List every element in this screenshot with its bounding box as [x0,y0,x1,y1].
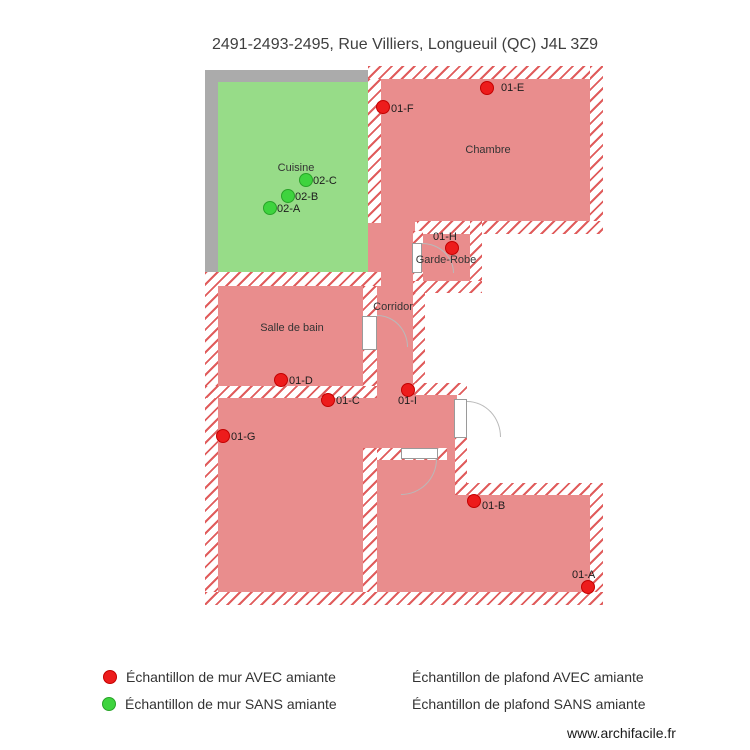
sample-dot-01I [401,383,415,397]
legend-plafond-sans: Échantillon de plafond SANS amiante [412,696,646,712]
wall-garde-robe-left-bottom [413,272,423,283]
door-entry-swing-arc [467,401,501,437]
wall-mid-vertical [363,448,377,592]
sample-label-01E: 01-E [501,82,525,94]
wall-right-upper [590,66,603,234]
room-label-garde-robe: Garde-Robe [415,254,477,266]
legend-red-dot-icon [103,670,117,684]
room-label-chambre: Chambre [465,144,511,156]
room-label-cuisine: Cuisine [277,162,315,174]
sample-dot-01C [321,393,335,407]
room-lower-left-area [218,396,363,592]
sample-dot-01H [445,241,459,255]
sample-dot-01D [274,373,288,387]
sample-dot-02C [299,173,313,187]
wall-garde-robe-right [470,221,482,293]
sample-label-01I: 01-I [398,395,417,407]
room-label-salle-de-bain: Salle de bain [260,322,324,334]
door-interior [401,448,438,459]
sample-dot-01A [581,580,595,594]
sample-label-01G: 01-G [231,431,256,443]
door-salle-de-bain [362,316,377,350]
page-title: 2491-2493-2495, Rue Villiers, Longueuil … [211,36,598,53]
wall-left-lower [205,272,218,605]
wall-entry-right [455,437,467,490]
door-entry [454,399,467,438]
wall-left-gray [205,70,218,272]
door-garde-robe [412,243,422,273]
room-cuisine-area [218,80,368,272]
wall-garde-robe-bottom [413,281,482,293]
sample-label-01A: 01-A [572,569,596,581]
legend-plafond-avec: Échantillon de plafond AVEC amiante [412,669,644,685]
sample-label-01D: 01-D [289,375,313,387]
wall-sdb-right-bottom [363,349,377,398]
legend-mur-sans: Échantillon de mur SANS amiante [125,696,337,712]
wall-sdb-right-top [363,286,377,316]
sample-dot-02A [263,201,277,215]
wall-corridor-right [413,293,425,390]
sample-label-01C: 01-C [336,395,360,407]
sample-dot-01E [480,81,494,95]
wall-bottom [205,592,603,605]
room-lower-right-area [455,495,592,592]
sample-label-02C: 02-C [313,175,337,187]
legend-green-dot-icon [102,697,116,711]
room-corridor-area [377,221,415,398]
sample-label-02A: 02-A [277,203,301,215]
room-label-corridor: Corridor [373,301,413,313]
wall-entry-top [413,383,467,395]
sample-label-02B: 02-B [295,191,319,203]
sample-dot-01G [216,429,230,443]
sample-dot-01B [467,494,481,508]
wall-top [368,66,603,79]
wall-right-lower [590,483,603,605]
room-chambre-area [381,79,590,222]
sample-dot-01F [376,100,390,114]
wall-chambre-bottom [417,221,603,234]
wall-bottom-right-top [455,483,603,495]
wall-top-gray [205,70,370,82]
wall-garde-robe-left-top [413,231,423,243]
room-salle-de-bain-area [218,286,363,386]
sample-label-01B: 01-B [482,500,506,512]
sample-label-01F: 01-F [391,103,414,115]
wall-cuisine-bottom [205,272,381,286]
sample-dot-02B [281,189,295,203]
legend-mur-avec: Échantillon de mur AVEC amiante [126,669,336,685]
sample-label-01H: 01-H [433,231,457,243]
room-lower-mid-top-area [363,395,457,448]
website-link: www.archifacile.fr [567,725,676,741]
wall-cuisine-chambre [368,79,381,223]
wall-sdb-bottom [205,386,377,398]
